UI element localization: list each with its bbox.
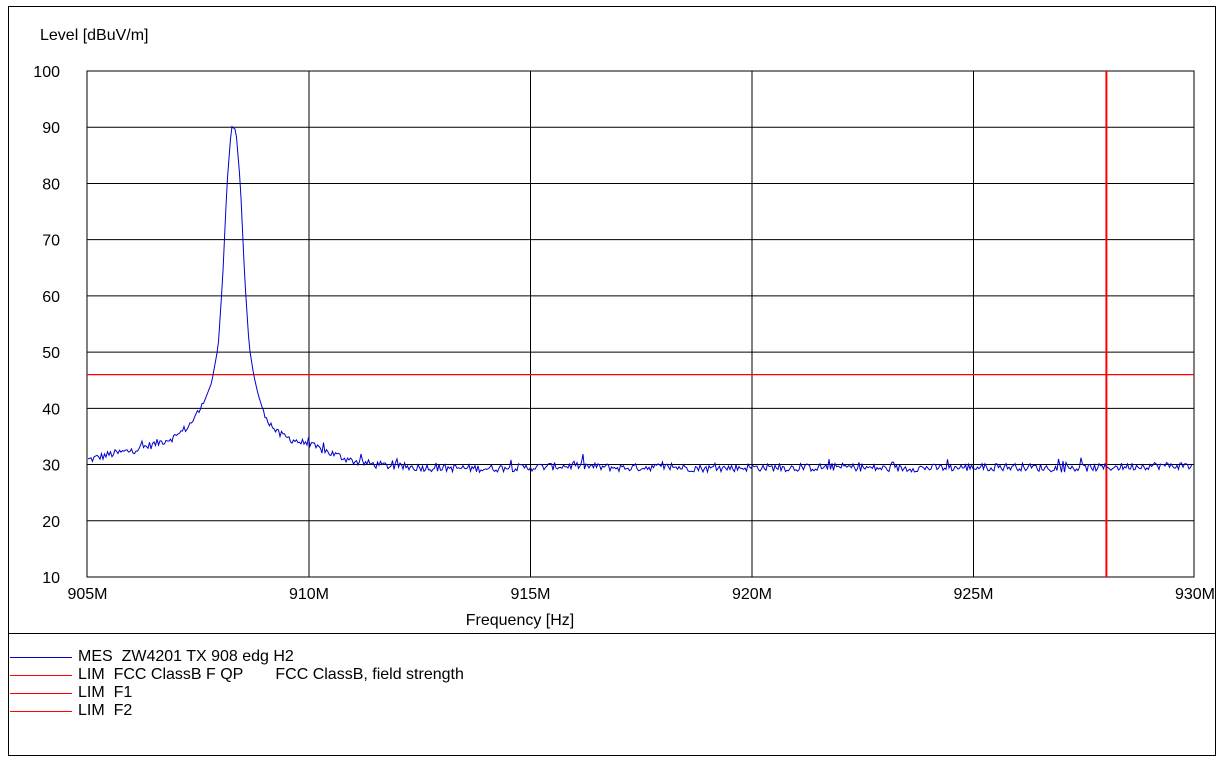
- legend-item: LIM F1: [10, 684, 464, 702]
- x-tick-label: 925M: [953, 586, 993, 603]
- legend-label: MES ZW4201 TX 908 edg H2: [78, 648, 294, 665]
- legend-item: LIM FCC ClassB F QP FCC ClassB, field st…: [10, 666, 464, 684]
- x-tick-label: 905M: [67, 586, 107, 603]
- chart-frame: [8, 6, 1216, 756]
- y-tick-label: 40: [42, 401, 60, 418]
- y-tick-labels: 10 20 30 40 50 60 70 80 90 100: [33, 64, 60, 587]
- legend-divider: [8, 633, 1216, 634]
- y-tick-label: 50: [42, 345, 60, 362]
- legend: MES ZW4201 TX 908 edg H2 LIM FCC ClassB …: [10, 648, 464, 720]
- legend-label: LIM F2: [78, 702, 133, 719]
- y-tick-label: 80: [42, 176, 60, 193]
- legend-item: MES ZW4201 TX 908 edg H2: [10, 648, 464, 666]
- series-line: [87, 125, 1193, 474]
- y-tick-label: 100: [33, 64, 60, 81]
- series-group: [87, 125, 1193, 474]
- legend-label: LIM FCC ClassB F QP: [78, 666, 244, 683]
- x-axis-label: Frequency [Hz]: [466, 612, 574, 629]
- grid-lines: [87, 71, 1194, 577]
- x-tick-label: 930M: [1175, 586, 1215, 603]
- y-tick-label: 30: [42, 458, 60, 475]
- y-tick-label: 60: [42, 289, 60, 306]
- y-tick-label: 20: [42, 514, 60, 531]
- y-axis-label: Level [dBuV/m]: [40, 27, 149, 44]
- y-tick-label: 90: [42, 120, 60, 137]
- y-tick-label: 70: [42, 233, 60, 250]
- plot-area-border: [86, 70, 1195, 578]
- legend-description: FCC ClassB, field strength: [275, 666, 464, 683]
- x-tick-label: 915M: [510, 586, 550, 603]
- x-tick-labels: 905M 910M 915M 920M 925M 930M: [67, 586, 1215, 603]
- limit-lines: [87, 71, 1194, 577]
- x-tick-label: 910M: [289, 586, 329, 603]
- legend-swatch: [10, 692, 72, 694]
- legend-label: LIM F1: [78, 684, 133, 701]
- x-tick-label: 920M: [732, 586, 772, 603]
- y-tick-label: 10: [42, 570, 60, 587]
- legend-swatch: [10, 674, 72, 676]
- legend-item: LIM F2: [10, 702, 464, 720]
- legend-swatch: [10, 656, 72, 658]
- legend-swatch: [10, 710, 72, 712]
